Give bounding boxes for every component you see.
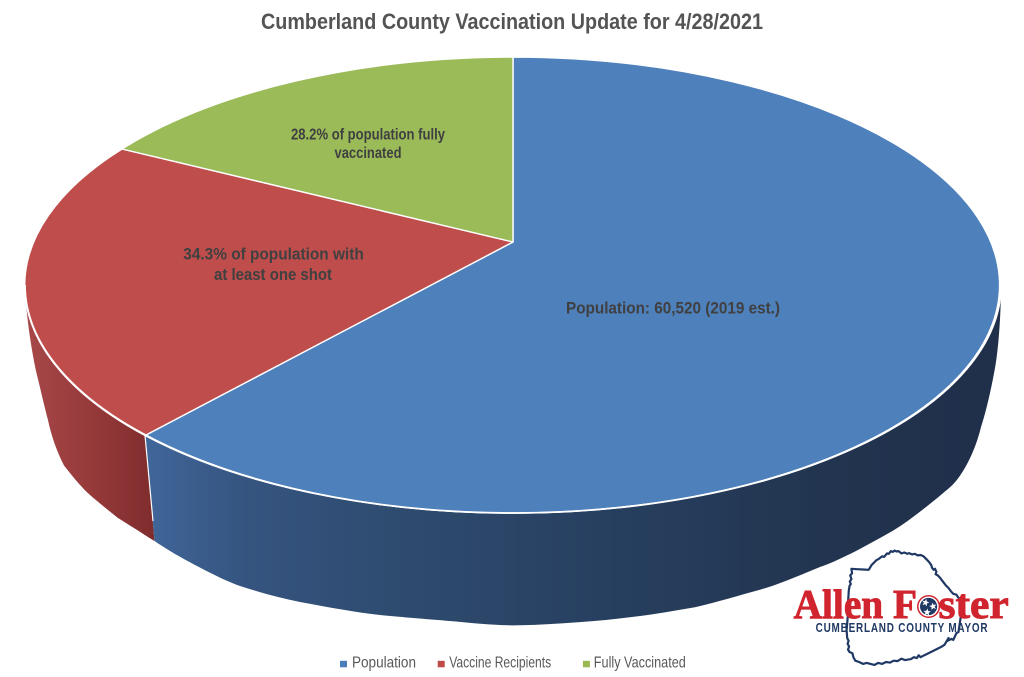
svg-text:at least one shot: at least one shot (214, 265, 332, 284)
svg-text:Population: 60,520 (2019 est.): Population: 60,520 (2019 est.) (566, 298, 780, 317)
svg-text:CUMBERLAND COUNTY MAYOR: CUMBERLAND COUNTY MAYOR (816, 621, 989, 635)
svg-text:ster: ster (939, 581, 1009, 627)
svg-text:28.2% of population fully: 28.2% of population fully (291, 126, 445, 143)
svg-text:vaccinated: vaccinated (335, 145, 402, 162)
svg-text:Cumberland County Vaccination: Cumberland County Vaccination Update for… (261, 9, 763, 34)
svg-text:Allen F: Allen F (794, 581, 917, 627)
svg-text:Population: Population (352, 654, 416, 671)
svg-text:Vaccine Recipients: Vaccine Recipients (449, 654, 551, 671)
svg-text:Fully Vaccinated: Fully Vaccinated (594, 654, 686, 671)
svg-text:34.3% of population with: 34.3% of population with (183, 245, 364, 264)
